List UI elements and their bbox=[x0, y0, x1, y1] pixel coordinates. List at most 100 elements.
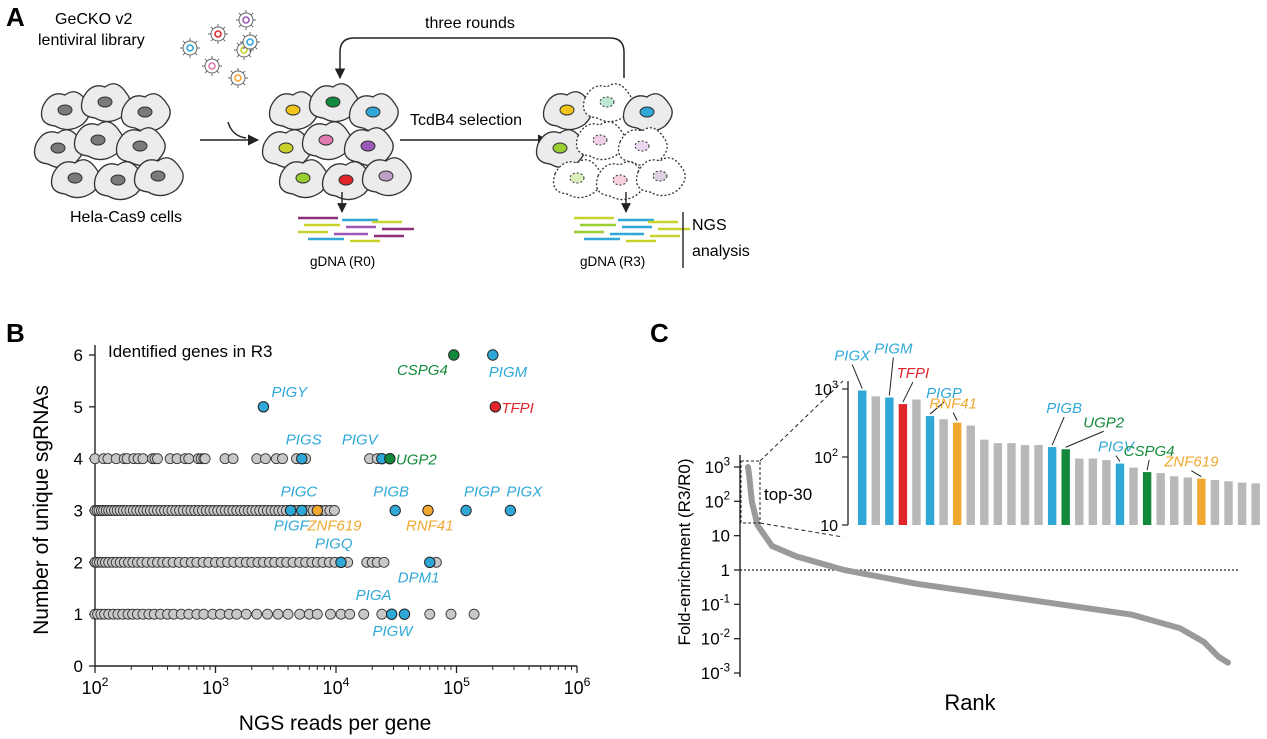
inset-bar bbox=[1034, 445, 1043, 525]
scatter-gene-label: UGP2 bbox=[396, 452, 438, 469]
scatter-point-background bbox=[240, 608, 252, 620]
cell-nucleus bbox=[57, 104, 73, 116]
virion-spike bbox=[254, 34, 258, 38]
virion-spike bbox=[230, 70, 234, 74]
scatter-xtick-label: 105 bbox=[443, 675, 470, 698]
scatter-point-background bbox=[251, 608, 263, 620]
scatter-point-gene-ugp2 bbox=[384, 452, 396, 465]
virion-genome bbox=[242, 16, 250, 24]
scatter-point-background bbox=[272, 608, 284, 620]
virion-spike bbox=[210, 38, 214, 42]
scatter-gene-label: PIGP bbox=[464, 484, 500, 501]
cells-cluster-selected bbox=[535, 83, 686, 201]
scatter-point-gene-rnf41 bbox=[422, 504, 434, 517]
scatter-gene-label: CSPG4 bbox=[397, 362, 448, 379]
scatter-point-gene-pigp bbox=[460, 504, 472, 517]
rank-xlabel: Rank bbox=[944, 690, 996, 715]
virion-spike bbox=[222, 26, 226, 30]
inset-bar-pointer bbox=[1051, 416, 1065, 446]
rank-ylabel: Fold-enrichment (R3/R0) bbox=[675, 458, 694, 645]
virion-spike bbox=[216, 70, 220, 74]
scatter-point-background bbox=[445, 608, 457, 620]
rank-ytick-label: 103 bbox=[705, 456, 730, 477]
inset-bar-label: CSPG4 bbox=[1124, 443, 1175, 460]
virion-genome bbox=[234, 74, 242, 82]
scatter-point-background bbox=[262, 608, 273, 620]
scatter-point-background bbox=[328, 505, 340, 516]
virion-genome bbox=[240, 46, 248, 54]
inset-bar-label: PIGX bbox=[834, 348, 871, 365]
scatter-point-background bbox=[227, 453, 239, 465]
top30-label: top-30 bbox=[764, 485, 812, 504]
inset-bar-label: RNF41 bbox=[929, 396, 977, 413]
inset-bar bbox=[952, 422, 962, 525]
cell-nucleus bbox=[318, 134, 334, 146]
scatter-point-gene-pigm bbox=[487, 349, 499, 361]
cell-nucleus bbox=[338, 174, 354, 186]
scatter-ytick-label: 4 bbox=[74, 450, 83, 469]
inset-bar bbox=[1088, 458, 1098, 525]
rank-ytick-label: 1 bbox=[721, 561, 730, 580]
virion-genome bbox=[246, 38, 254, 46]
cell-nucleus bbox=[652, 170, 668, 182]
inset-bar bbox=[1237, 482, 1247, 525]
virion-spike bbox=[242, 70, 246, 74]
gdna-r3-label: gDNA (R3) bbox=[580, 254, 645, 269]
inset-bar bbox=[912, 399, 921, 525]
inset-bar-pointer bbox=[952, 412, 958, 421]
inset-bar bbox=[939, 419, 948, 525]
scatter-point-background bbox=[311, 608, 323, 620]
inset-bar bbox=[925, 416, 935, 525]
virion-spike bbox=[204, 58, 208, 62]
inset-bar-label: PIGP bbox=[926, 385, 962, 402]
sgrna-reads-r0 bbox=[298, 216, 414, 243]
virion-genome bbox=[186, 44, 194, 52]
virion-spike bbox=[194, 40, 198, 44]
panel-a-label: A bbox=[6, 2, 25, 32]
cell-nucleus bbox=[67, 172, 83, 184]
inset-bar bbox=[858, 390, 867, 525]
cell-nucleus bbox=[634, 140, 650, 152]
panel-a: A GeCKO v2 lentiviral library Hela-Cas9 … bbox=[6, 2, 750, 269]
virion-spike bbox=[242, 34, 246, 38]
scatter-gene-label: RNF41 bbox=[406, 518, 454, 535]
scatter-point-gene-dpm1 bbox=[424, 556, 436, 569]
inset-bar-label: TFPI bbox=[897, 365, 930, 382]
rounds-label: three rounds bbox=[425, 15, 515, 32]
panel-b: B 0 1 2 3 4 5 6 102 103 104 105 106 PIGY CSPG4 PIGM TF… bbox=[6, 318, 591, 735]
top30-box bbox=[740, 460, 761, 524]
scatter-xtick-label: 106 bbox=[564, 675, 591, 698]
virion-spike bbox=[242, 46, 246, 50]
scatter-point-gene-piga bbox=[386, 608, 398, 620]
virion-particle bbox=[230, 70, 246, 86]
scatter-point-gene-pigf bbox=[296, 504, 308, 517]
scatter-point-background bbox=[183, 453, 195, 465]
inset-bar bbox=[966, 425, 975, 525]
scatter-gene-label: PIGV bbox=[342, 432, 380, 449]
virion-spike bbox=[248, 54, 252, 58]
inset-bar bbox=[1047, 447, 1057, 525]
virion-particle bbox=[210, 26, 226, 42]
scatter-xtick-label: 102 bbox=[82, 675, 109, 698]
scatter-points: PIGY CSPG4 PIGM TFPI PIGS PIGV UGP2 PIGC PIGFZNF… bbox=[89, 349, 543, 640]
panel-c-label: C bbox=[650, 318, 669, 348]
inset-bar-pointer bbox=[1191, 470, 1202, 478]
cell-nucleus bbox=[365, 106, 381, 118]
scatter-point-gene-tfpi bbox=[489, 401, 502, 413]
scatter-gene-label: PIGS bbox=[286, 432, 322, 449]
virion-spike bbox=[210, 26, 214, 30]
virion-particle bbox=[238, 12, 254, 28]
scatter-point-background bbox=[344, 608, 356, 620]
inset-bar bbox=[1183, 477, 1193, 525]
virion-particle bbox=[242, 34, 258, 50]
inset-bar bbox=[1224, 481, 1233, 525]
sgrna-reads-r3 bbox=[574, 216, 690, 243]
scatter-xlabel: NGS reads per gene bbox=[239, 712, 432, 735]
library-label-line2: lentiviral library bbox=[38, 32, 145, 49]
cell-nucleus bbox=[295, 172, 311, 184]
cell-nucleus bbox=[569, 172, 585, 184]
cell-nucleus bbox=[110, 174, 126, 186]
virion-spike bbox=[236, 42, 240, 46]
rank-ytick-label: 10-3 bbox=[701, 662, 730, 683]
